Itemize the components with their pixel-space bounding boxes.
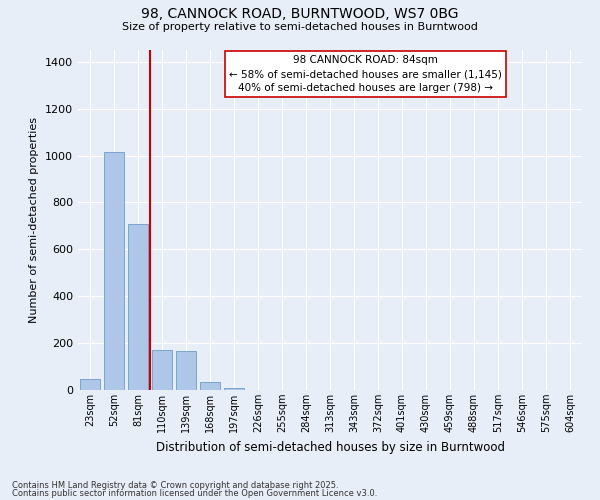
- Bar: [128, 224, 148, 390]
- Y-axis label: Number of semi-detached properties: Number of semi-detached properties: [29, 117, 40, 323]
- Bar: [152, 350, 172, 390]
- Text: Contains HM Land Registry data © Crown copyright and database right 2025.: Contains HM Land Registry data © Crown c…: [12, 481, 338, 490]
- Bar: [224, 388, 244, 390]
- X-axis label: Distribution of semi-detached houses by size in Burntwood: Distribution of semi-detached houses by …: [155, 440, 505, 454]
- Bar: [176, 352, 196, 390]
- Text: Size of property relative to semi-detached houses in Burntwood: Size of property relative to semi-detach…: [122, 22, 478, 32]
- Text: Contains public sector information licensed under the Open Government Licence v3: Contains public sector information licen…: [12, 488, 377, 498]
- Text: 98, CANNOCK ROAD, BURNTWOOD, WS7 0BG: 98, CANNOCK ROAD, BURNTWOOD, WS7 0BG: [141, 8, 459, 22]
- Bar: [104, 152, 124, 390]
- Bar: [200, 382, 220, 390]
- Text: 98 CANNOCK ROAD: 84sqm
← 58% of semi-detached houses are smaller (1,145)
40% of : 98 CANNOCK ROAD: 84sqm ← 58% of semi-det…: [229, 55, 502, 93]
- Bar: [80, 380, 100, 390]
